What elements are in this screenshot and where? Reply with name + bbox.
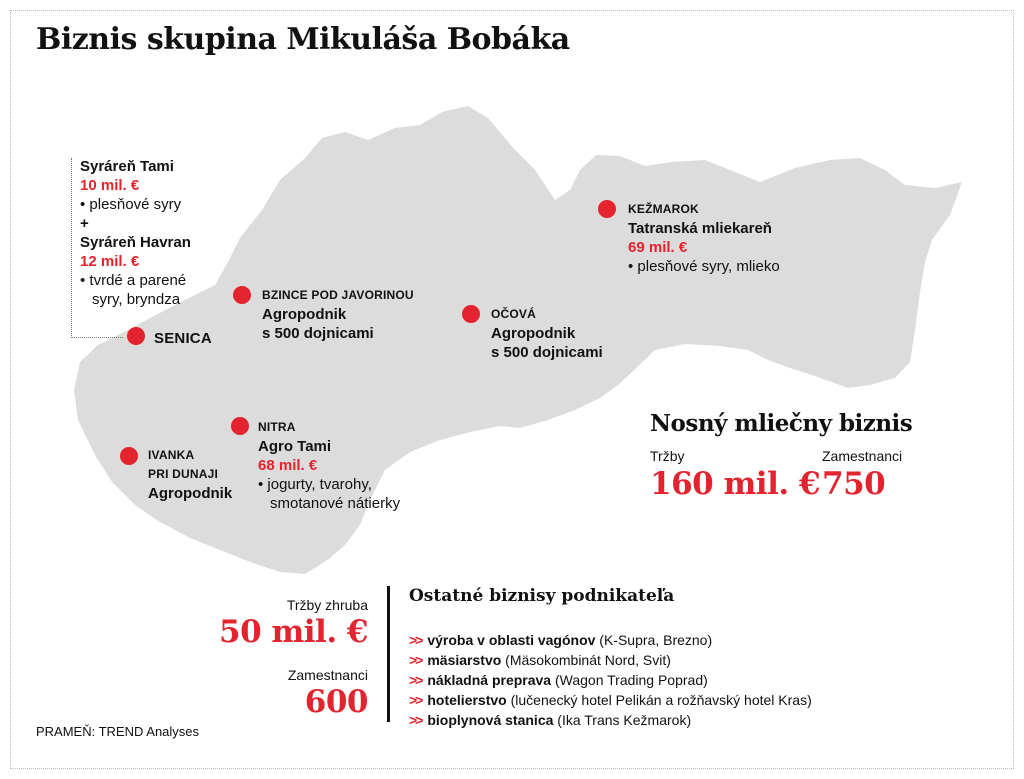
company-description: smotanové nátierky <box>270 495 401 512</box>
list-item: >> výroba v oblasti vagónov (K-Supra, Bre… <box>409 632 713 648</box>
source-note: PRAMEŇ: TREND Analyses <box>36 724 200 739</box>
infographic-frame <box>10 10 1014 769</box>
chevron-right-icon: >> <box>409 632 423 648</box>
senica-label: SENICA <box>154 330 212 347</box>
other-revenue-value: 50 mil. € <box>219 614 368 650</box>
company-revenue: 12 mil. € <box>80 253 140 270</box>
company-revenue: 10 mil. € <box>80 177 140 194</box>
location-name: IVANKA <box>148 448 195 462</box>
list-item: >> nákladná preprava (Wagon Trading Popra… <box>409 672 708 688</box>
page-title: Biznis skupina Mikuláša Bobáka <box>36 22 570 57</box>
senica-callout-tick <box>71 337 123 338</box>
other-employees-label: Zamestnanci <box>287 667 368 683</box>
other-businesses-title: Ostatné biznisy podnikateľa <box>409 586 675 606</box>
senica-callout: Syráreň Tami 10 mil. € • plesňové syry +… <box>80 157 191 309</box>
company-description: • tvrdé a parené <box>80 272 187 289</box>
kezmarok-callout: KEŽMAROK Tatranská mliekareň 69 mil. € •… <box>628 200 780 276</box>
dairy-revenue-label: Tržby <box>650 448 685 464</box>
company-detail: s 500 dojnicami <box>491 344 603 361</box>
bzince-callout: BZINCE POD JAVORINOU Agropodnik s 500 do… <box>262 286 414 343</box>
senica-callout-line <box>71 158 72 338</box>
nitra-marker <box>231 417 249 435</box>
bzince-marker <box>233 286 251 304</box>
dairy-summary-title: Nosný mliečny biznis <box>650 410 913 437</box>
company-description: syry, bryndza <box>92 291 181 308</box>
company-revenue: 68 mil. € <box>258 457 318 474</box>
location-name: BZINCE POD JAVORINOU <box>262 288 414 302</box>
chevron-right-icon: >> <box>409 672 423 688</box>
plus-sign: + <box>80 215 89 232</box>
dairy-revenue-value: 160 mil. € <box>650 466 821 502</box>
company-description: • jogurty, tvarohy, <box>258 476 372 493</box>
nitra-callout: NITRA Agro Tami 68 mil. € • jogurty, tva… <box>258 418 400 513</box>
chevron-right-icon: >> <box>409 712 423 728</box>
list-item: >> hotelierstvo (lučenecký hotel Pelikán … <box>409 692 812 708</box>
other-employees-value: 600 <box>304 684 369 720</box>
dairy-employees-label: Zamestnanci <box>822 448 903 464</box>
company-name: Syráreň Havran <box>80 234 191 251</box>
ocova-marker <box>462 305 480 323</box>
company-name: Agropodnik <box>491 325 576 342</box>
location-name: PRI DUNAJI <box>148 467 219 481</box>
other-revenue-label: Tržby zhruba <box>286 597 368 613</box>
list-item: >> bioplynová stanica (Ika Trans Kežmarok… <box>409 712 692 728</box>
other-businesses-list: >> výroba v oblasti vagónov (K-Supra, Bre… <box>409 630 812 730</box>
company-revenue: 69 mil. € <box>628 239 688 256</box>
dairy-employees-value: 750 <box>822 466 886 502</box>
divider <box>387 586 390 722</box>
chevron-right-icon: >> <box>409 652 423 668</box>
list-item: >> mäsiarstvo (Mäsokombinát Nord, Svit) <box>409 652 671 668</box>
senica-marker <box>127 327 145 345</box>
ocova-callout: OČOVÁ Agropodnik s 500 dojnicami <box>491 305 603 362</box>
company-description: • plesňové syry <box>80 196 182 213</box>
company-name: Syráreň Tami <box>80 158 174 175</box>
company-name: Agro Tami <box>258 438 332 455</box>
company-name: Agropodnik <box>148 485 233 502</box>
kezmarok-marker <box>598 200 616 218</box>
ivanka-callout: IVANKA PRI DUNAJI Agropodnik <box>148 446 232 503</box>
location-name: OČOVÁ <box>491 307 537 321</box>
location-name: NITRA <box>258 420 296 434</box>
company-description: • plesňové syry, mlieko <box>628 258 780 275</box>
company-name: Agropodnik <box>262 306 347 323</box>
chevron-right-icon: >> <box>409 692 423 708</box>
ivanka-marker <box>120 447 138 465</box>
company-detail: s 500 dojnicami <box>262 325 374 342</box>
company-name: Tatranská mliekareň <box>628 220 772 237</box>
location-name: KEŽMAROK <box>628 202 699 216</box>
